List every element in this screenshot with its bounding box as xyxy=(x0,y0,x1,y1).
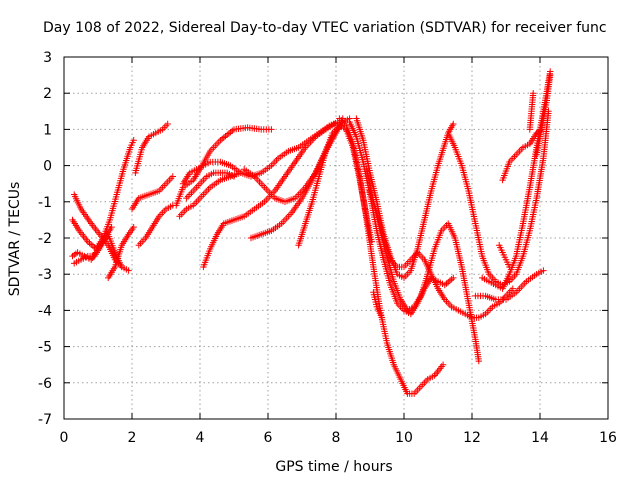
y-tick-label: 1 xyxy=(43,122,52,138)
data-point xyxy=(230,173,238,180)
y-tick-label: -2 xyxy=(38,231,52,247)
data-point xyxy=(169,173,176,180)
data-point xyxy=(475,357,482,365)
data-point xyxy=(547,71,554,79)
data-point xyxy=(88,241,95,248)
data-point xyxy=(445,278,452,286)
y-tick-label: -4 xyxy=(38,303,52,319)
x-tick-label: 8 xyxy=(332,430,341,446)
data-point xyxy=(108,223,115,231)
y-tick-label: 3 xyxy=(43,50,52,66)
x-tick-label: 2 xyxy=(128,430,137,446)
data-point xyxy=(443,280,450,287)
y-tick-label: -3 xyxy=(38,267,52,283)
data-point xyxy=(506,263,513,271)
data-series xyxy=(71,191,132,274)
data-point xyxy=(448,276,455,283)
data-point xyxy=(331,120,338,128)
data-point xyxy=(268,126,275,133)
data-point xyxy=(237,169,244,177)
data-point xyxy=(164,120,171,128)
data-series xyxy=(445,108,552,289)
y-tick-label: -7 xyxy=(38,412,52,428)
data-series xyxy=(363,166,482,365)
data-point xyxy=(530,90,537,97)
data-series xyxy=(472,267,547,303)
x-tick-label: 14 xyxy=(531,430,549,446)
x-tick-label: 6 xyxy=(264,430,273,446)
data-series xyxy=(533,71,554,158)
data-series xyxy=(179,118,341,187)
data-series xyxy=(183,169,238,202)
data-series xyxy=(370,289,386,321)
x-axis: 0 2 4 6 8 10 12 14 16 xyxy=(60,57,617,446)
data-series xyxy=(526,90,537,133)
data-series xyxy=(496,242,513,271)
data-points xyxy=(69,68,554,397)
data-point xyxy=(125,267,132,274)
x-tick-label: 4 xyxy=(196,430,205,446)
data-point xyxy=(450,274,457,282)
chart-title: Day 108 of 2022, Sidereal Day-to-day VTE… xyxy=(43,20,607,36)
data-point xyxy=(509,285,516,292)
data-series xyxy=(69,137,137,253)
data-point xyxy=(118,263,125,271)
data-series xyxy=(366,187,516,321)
y-tick-label: 2 xyxy=(43,86,52,102)
y-tick-label: -1 xyxy=(38,195,52,211)
data-point xyxy=(446,277,454,284)
data-series xyxy=(176,169,244,220)
x-tick-label: 10 xyxy=(395,430,413,446)
data-series xyxy=(132,120,171,177)
data-point xyxy=(439,361,447,368)
data-series xyxy=(247,115,353,242)
data-series xyxy=(135,202,176,249)
y-axis: -7 -6 -5 -4 -3 -2 -1 0 1 2 3 xyxy=(38,50,608,428)
x-tick-label: 0 xyxy=(60,430,69,446)
y-tick-label: 0 xyxy=(43,159,52,175)
x-axis-label: GPS time / hours xyxy=(275,459,392,475)
x-tick-label: 16 xyxy=(599,430,617,446)
data-point xyxy=(450,120,457,128)
data-series xyxy=(346,118,457,318)
data-point xyxy=(130,223,137,231)
y-axis-label: SDTVAR / TECUs xyxy=(7,182,23,297)
data-point xyxy=(540,267,547,274)
data-point xyxy=(378,314,386,321)
data-point xyxy=(86,239,93,247)
grid xyxy=(64,57,608,419)
data-series xyxy=(128,173,176,213)
data-series xyxy=(499,126,545,184)
data-point xyxy=(89,242,97,250)
y-tick-label: -5 xyxy=(38,340,52,356)
data-series xyxy=(200,120,338,271)
x-tick-label: 12 xyxy=(463,430,481,446)
data-point xyxy=(130,137,137,144)
data-series xyxy=(336,115,447,397)
y-tick-label: -6 xyxy=(38,376,52,392)
data-series xyxy=(105,223,137,282)
